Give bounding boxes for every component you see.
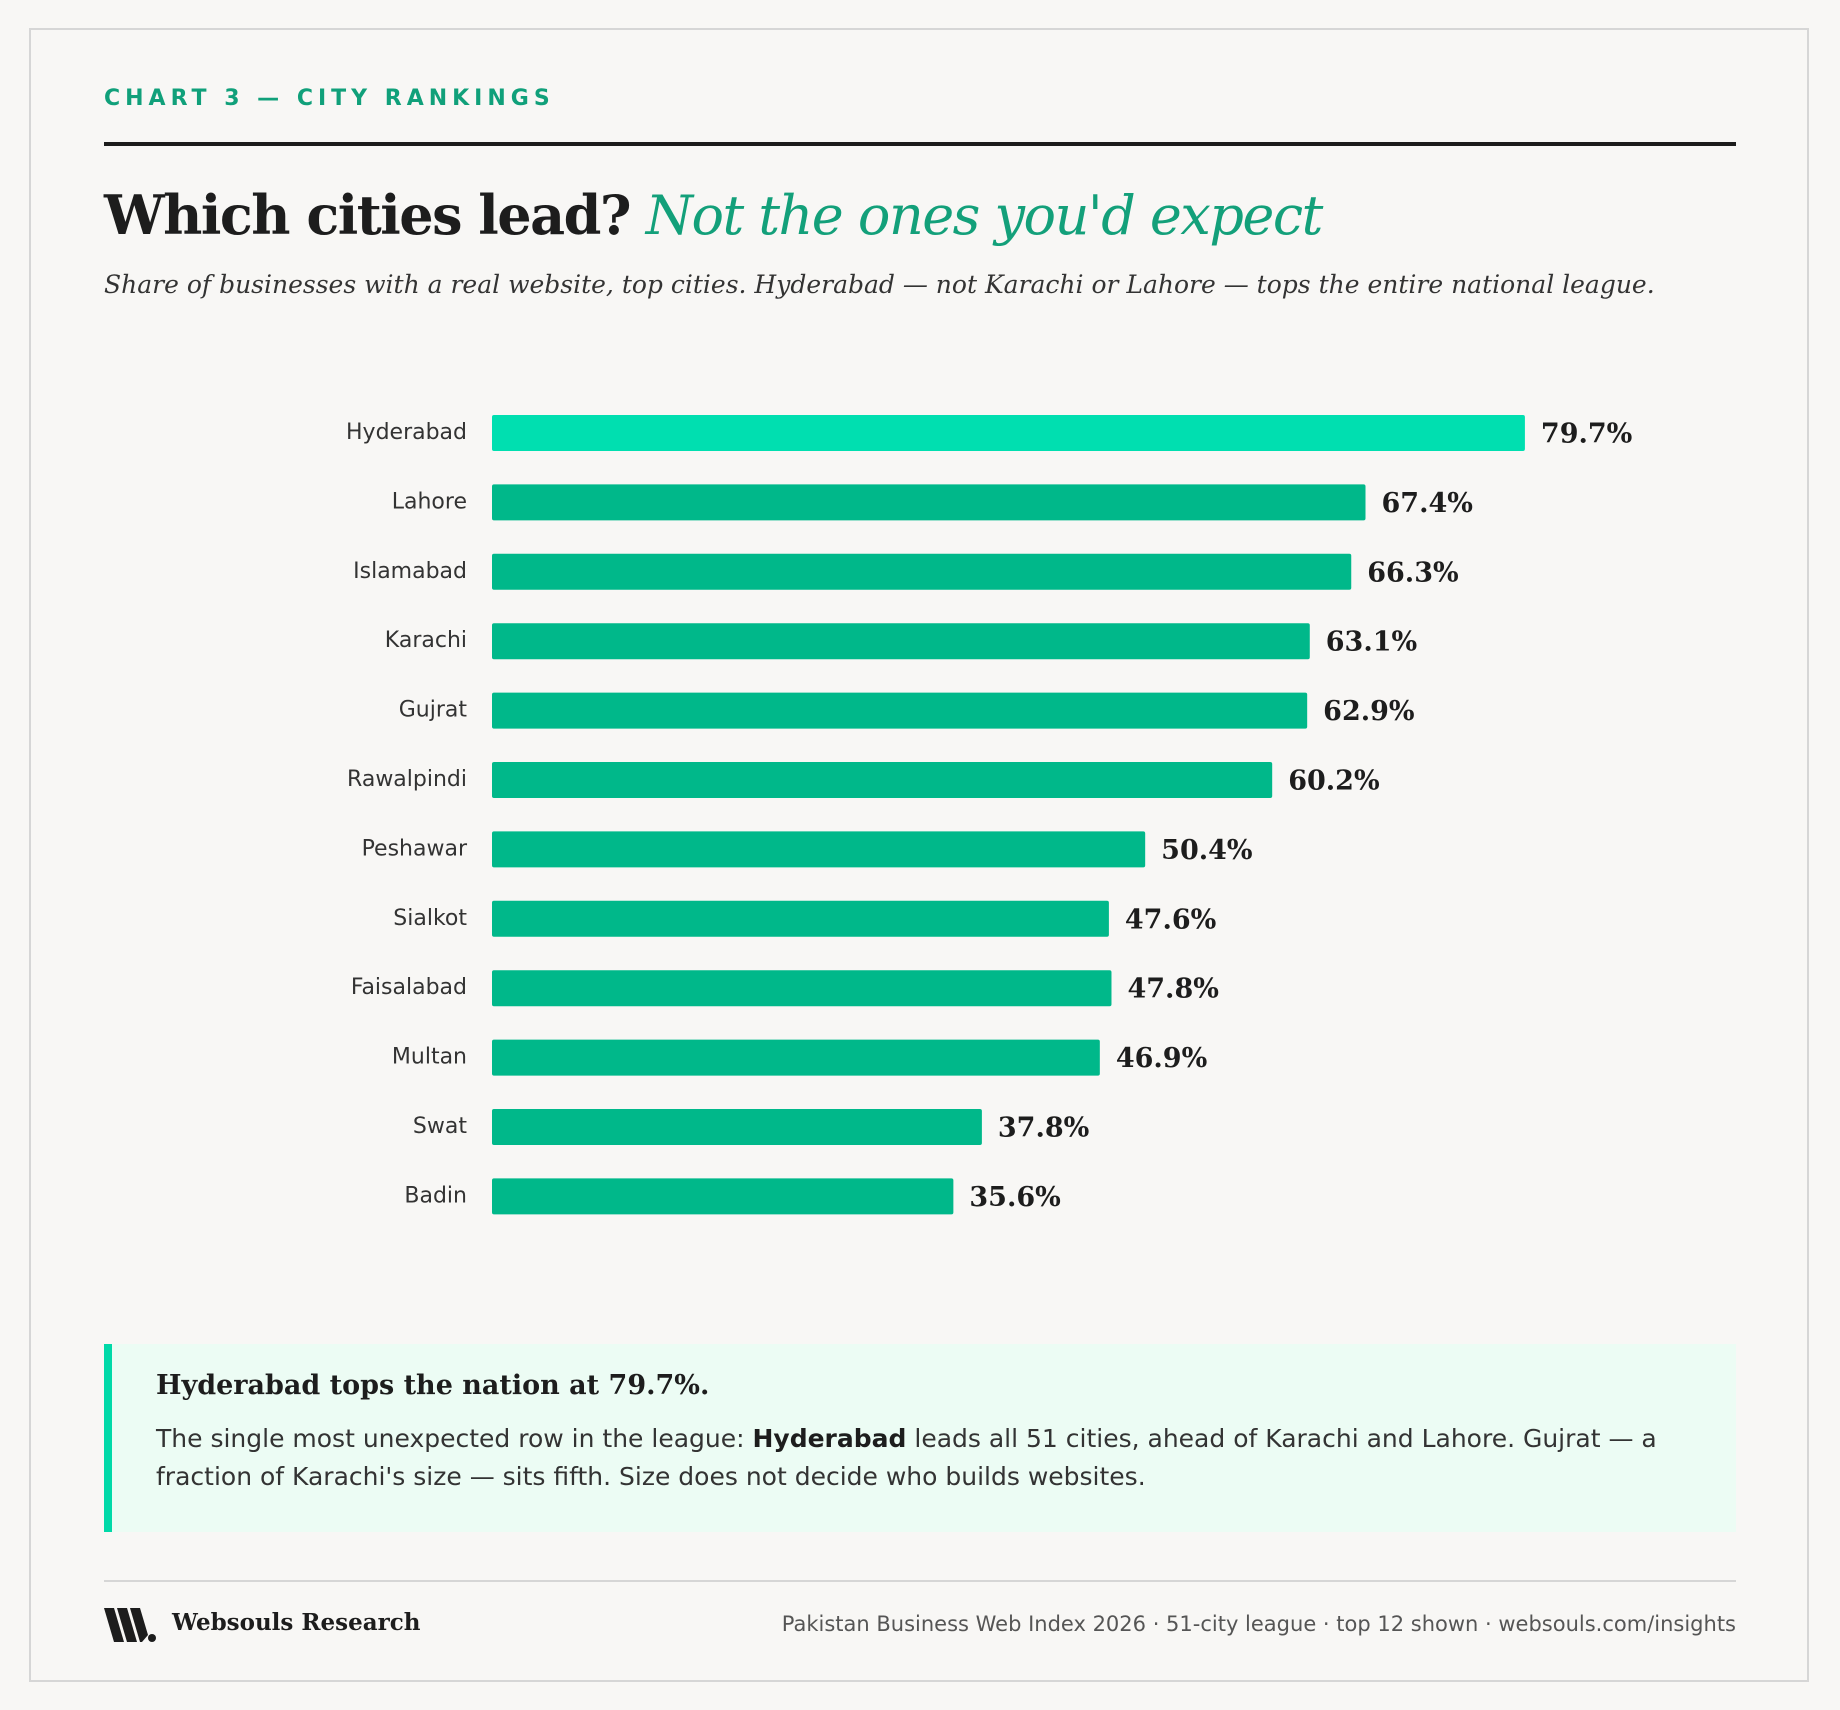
bar <box>492 1109 982 1145</box>
callout-title: Hyderabad tops the nation at 79.7%. <box>156 1370 710 1401</box>
insight-callout: Hyderabad tops the nation at 79.7%. The … <box>104 1344 1736 1532</box>
value-label: 50.4% <box>1161 835 1252 866</box>
category-label: Lahore <box>392 489 467 514</box>
chart-eyebrow: CHART 3 — CITY RANKINGS <box>104 86 555 111</box>
category-label: Rawalpindi <box>347 767 467 792</box>
category-label: Swat <box>413 1114 467 1139</box>
bar <box>492 1178 954 1215</box>
source-note: Pakistan Business Web Index 2026 · 51-ci… <box>781 1612 1736 1636</box>
chart-title: Which cities lead? Not the ones you'd ex… <box>104 180 1324 251</box>
category-label: Islamabad <box>353 559 467 584</box>
value-label: 62.9% <box>1323 696 1414 727</box>
value-label: 37.8% <box>998 1113 1089 1144</box>
category-label: Gujrat <box>399 698 468 723</box>
bar <box>492 762 1273 798</box>
callout-body-highlight: Hyderabad <box>752 1424 907 1453</box>
bar <box>492 970 1112 1007</box>
bar <box>492 1039 1100 1076</box>
bar <box>492 623 1310 660</box>
category-label: Badin <box>404 1183 467 1208</box>
callout-body: The single most unexpected row in the le… <box>156 1420 1696 1496</box>
value-label: 66.3% <box>1367 557 1458 588</box>
value-label: 35.6% <box>969 1182 1060 1213</box>
bar <box>492 415 1525 451</box>
header-rule <box>104 142 1736 146</box>
category-label: Multan <box>392 1045 467 1070</box>
websouls-logo-icon <box>104 1608 156 1642</box>
chart-subtitle: Share of businesses with a real website,… <box>104 270 1655 299</box>
footer-rule <box>104 1580 1736 1582</box>
value-label: 63.1% <box>1326 627 1417 658</box>
bar-chart: Hyderabad 79.7% Lahore 67.4% Islamabad 66.3% K… <box>346 415 1632 1215</box>
value-label: 60.2% <box>1288 766 1379 797</box>
category-label: Peshawar <box>362 836 468 861</box>
value-label: 46.9% <box>1116 1043 1207 1074</box>
bar <box>492 484 1366 521</box>
title-main: Which cities lead? <box>104 183 632 247</box>
title-accent: Not the ones you'd expect <box>645 184 1324 247</box>
value-label: 47.6% <box>1125 904 1216 935</box>
bar <box>492 692 1308 729</box>
callout-body-intro: The single most unexpected row in the le… <box>156 1424 753 1453</box>
value-label: 47.8% <box>1127 974 1218 1005</box>
brand-name: Websouls Research <box>172 1609 421 1636</box>
category-label: Hyderabad <box>346 420 467 445</box>
bar <box>492 553 1352 590</box>
category-label: Sialkot <box>393 906 467 931</box>
bar <box>492 831 1146 868</box>
bar <box>492 900 1109 937</box>
category-label: Faisalabad <box>351 975 467 1000</box>
value-label: 67.4% <box>1382 488 1473 519</box>
callout-body-rest: leads all 51 cities, ahead of Karachi an… <box>156 1424 1657 1491</box>
category-label: Karachi <box>385 628 467 653</box>
value-label: 79.7% <box>1541 419 1632 450</box>
